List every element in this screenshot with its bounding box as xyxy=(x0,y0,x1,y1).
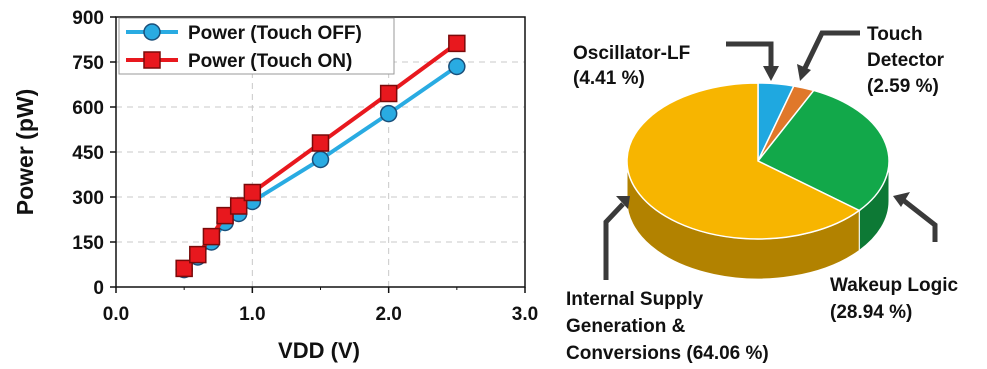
data-point-touch-on xyxy=(189,245,207,264)
pie-slice-internal xyxy=(626,82,861,240)
axis-ticks: 0 150 300 450 600 750 900 0.0 1.0 2.0 3.0 xyxy=(72,8,538,325)
percent-touch-detector: (2.59 %) xyxy=(867,76,939,97)
data-point-touch-off xyxy=(311,150,330,169)
y-tick-label: 750 xyxy=(72,53,104,74)
percent-oscillator: (4.41 %) xyxy=(573,68,645,89)
x-tick-label: 3.0 xyxy=(512,304,538,325)
data-point-touch-off xyxy=(448,57,466,76)
arrowheads xyxy=(616,64,910,209)
arrowhead-wakeup xyxy=(893,192,910,207)
percent-wakeup: (28.94 %) xyxy=(830,302,912,323)
legend-box xyxy=(118,17,395,75)
data-point-touch-on xyxy=(243,183,262,202)
label-touch-detector-line2: Detector xyxy=(867,50,945,71)
pie-slices xyxy=(626,82,890,280)
y-axis-label: Power (pW) xyxy=(12,89,38,216)
x-tick-label: 1.0 xyxy=(239,304,265,325)
data-point-touch-on xyxy=(175,259,193,278)
pie-labels: Oscillator-LF (4.41 %) Touch Detector (2… xyxy=(566,24,959,364)
label-internal-line1: Internal Supply xyxy=(566,289,704,310)
data-point-touch-on xyxy=(216,206,234,225)
label-oscillator: Oscillator-LF xyxy=(573,43,690,64)
legend-marker-circle xyxy=(143,23,161,41)
data-point-touch-off xyxy=(379,104,398,123)
arrow-internal xyxy=(603,202,625,280)
legend-label-2: Power (Touch ON) xyxy=(188,51,352,72)
line-chart: 0 150 300 450 600 750 900 0.0 1.0 2.0 3.0 Power (p… xyxy=(12,8,538,363)
legend-marker-square xyxy=(143,51,161,69)
data-point-touch-on xyxy=(448,34,466,53)
arrow-wakeup xyxy=(901,198,938,242)
x-tick-label: 2.0 xyxy=(375,304,401,325)
y-tick-label: 300 xyxy=(72,188,104,209)
x-axis-label: VDD (V) xyxy=(278,338,360,363)
legend-label-1: Power (Touch OFF) xyxy=(188,23,362,44)
label-touch-detector-line1: Touch xyxy=(867,24,923,45)
data-point-touch-on xyxy=(229,197,248,215)
pie-chart: Oscillator-LF (4.41 %) Touch Detector (2… xyxy=(566,24,959,364)
legend: Power (Touch OFF) Power (Touch ON) xyxy=(118,17,395,75)
arrow-oscillator xyxy=(726,41,774,68)
label-internal-line2: Generation & xyxy=(566,316,686,337)
data-point-touch-on xyxy=(311,134,330,152)
y-tick-label: 450 xyxy=(72,143,104,164)
arrowhead-internal xyxy=(616,196,630,209)
label-wakeup: Wakeup Logic xyxy=(830,275,959,296)
x-tick-label: 0.0 xyxy=(103,304,129,325)
series xyxy=(175,34,466,279)
y-tick-label: 600 xyxy=(72,98,104,119)
y-tick-label: 150 xyxy=(72,233,104,254)
arrowhead-touch-detector xyxy=(797,64,811,81)
pie-slice-wakeup xyxy=(756,89,890,212)
data-point-touch-on xyxy=(202,227,221,246)
label-internal-line3: Conversions (64.06 %) xyxy=(566,343,769,364)
arrows xyxy=(603,30,938,280)
data-point-touch-on xyxy=(379,84,398,103)
arrow-touch-detector xyxy=(802,30,860,70)
arrowhead-oscillator xyxy=(763,66,779,81)
y-tick-label: 0 xyxy=(93,278,104,299)
y-tick-label: 900 xyxy=(72,8,104,29)
